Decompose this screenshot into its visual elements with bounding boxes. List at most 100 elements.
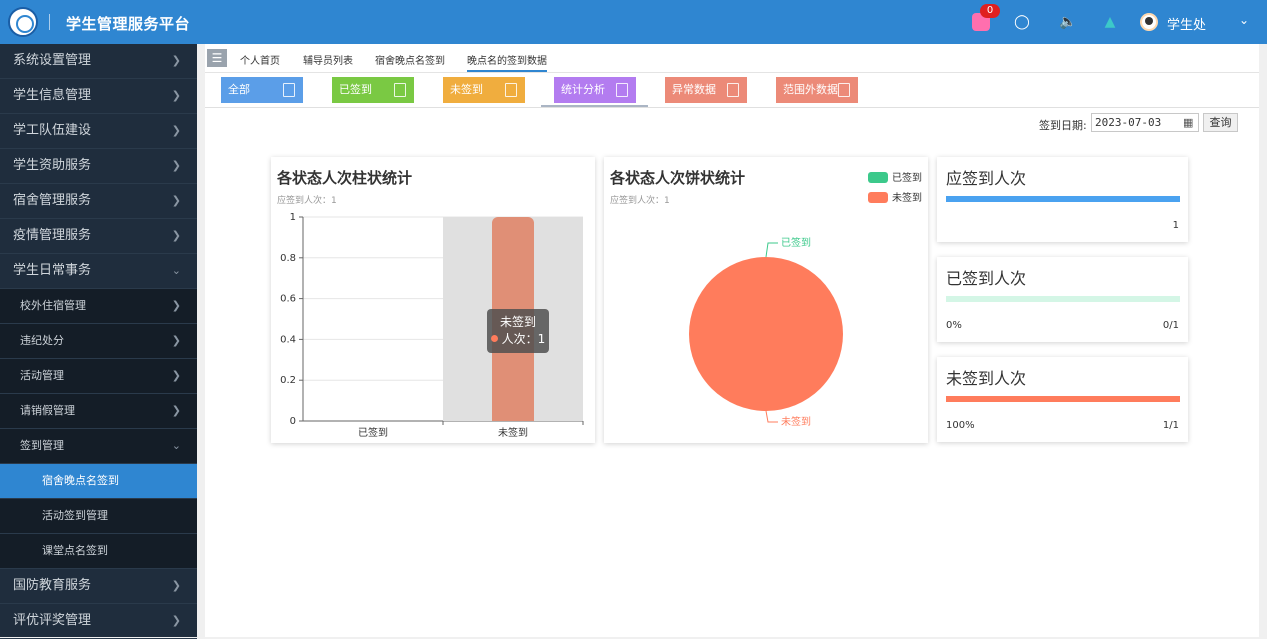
stat-title: 应签到人次 <box>946 169 1027 188</box>
chevron-right-icon: ❯ <box>171 369 181 382</box>
legend-item-unsigned[interactable]: 未签到 <box>868 189 922 204</box>
user-name[interactable]: 学生处 <box>1167 18 1207 33</box>
filter-statistics-button[interactable]: 统计分析 <box>554 77 636 103</box>
legend-label: 已签到 <box>892 173 922 184</box>
sidebar-item-discipline[interactable]: 违纪处分 ❯ <box>0 324 197 359</box>
sidebar-item-activity-checkin[interactable]: 活动签到管理 <box>0 499 197 534</box>
layers-icon <box>727 83 739 97</box>
sidebar-item-label: 国防教育服务 <box>13 578 92 593</box>
stat-card-signed: 已签到人次 0% 0/1 <box>937 257 1188 342</box>
sidebar-item-label: 学生日常事务 <box>13 263 92 278</box>
sidebar-item-label: 学工队伍建设 <box>13 123 92 138</box>
pie-chart-title: 各状态人次饼状统计 <box>610 169 746 187</box>
stat-percent: 100% <box>946 420 975 431</box>
progress-track <box>946 396 1180 402</box>
stat-card-unsigned: 未签到人次 100% 1/1 <box>937 357 1188 442</box>
sidebar-item-system-settings[interactable]: 系统设置管理 ❯ <box>0 44 197 79</box>
tab-counselor-list[interactable]: 辅导员列表 <box>303 56 353 67</box>
document-icon <box>283 83 295 97</box>
sound-icon[interactable]: 🔈 <box>1059 14 1077 30</box>
chevron-right-icon: ❯ <box>171 579 181 592</box>
sidebar-item-label: 学生资助服务 <box>13 158 92 173</box>
sidebar-item-label: 评优评奖管理 <box>13 613 92 628</box>
filter-all-button[interactable]: 全部 <box>221 77 303 103</box>
sidebar-item-label: 疫情管理服务 <box>13 228 92 243</box>
sidebar-item-offcampus-housing[interactable]: 校外住宿管理 ❯ <box>0 289 197 324</box>
chevron-right-icon: ❯ <box>171 299 181 312</box>
chevron-right-icon: ❯ <box>171 194 181 207</box>
file-icon <box>394 83 406 97</box>
legend-swatch <box>868 172 888 183</box>
query-button[interactable]: 查询 <box>1203 113 1238 132</box>
menu-toggle-icon[interactable]: ☰ <box>207 49 227 67</box>
sidebar-item-label: 系统设置管理 <box>13 53 92 68</box>
chevron-right-icon: ❯ <box>171 159 181 172</box>
bar-chart: 0 0.2 0.4 0.6 0.8 1 已签到 未签到 <box>280 212 584 439</box>
app-title: 学生管理服务平台 <box>66 15 191 33</box>
chevron-right-icon: ❯ <box>171 229 181 242</box>
chat-icon[interactable]: ◯ <box>1014 14 1030 30</box>
sidebar-item-label: 请销假管理 <box>20 404 75 417</box>
tab-rollcall-data[interactable]: 晚点名的签到数据 <box>467 52 547 72</box>
stat-value: 0/1 <box>1162 320 1179 331</box>
top-bar: 学生管理服务平台 0 ◯ 🔈 ▲ 学生处 ⌄ <box>0 0 1267 44</box>
pie-chart-card: 各状态人次饼状统计 应签到人次：1 已签到 未签到 已签到 未签到 <box>604 157 928 443</box>
stat-card-expected: 应签到人次 1 <box>937 157 1188 242</box>
chevron-right-icon: ❯ <box>171 404 181 417</box>
sidebar-item-staff[interactable]: 学工队伍建设 ❯ <box>0 114 197 149</box>
stat-title: 已签到人次 <box>946 269 1027 288</box>
date-input[interactable]: 2023-07-03 <box>1091 113 1199 132</box>
stat-title: 未签到人次 <box>946 369 1027 388</box>
avatar-icon[interactable] <box>1140 13 1158 31</box>
legend-swatch <box>868 192 888 203</box>
sidebar-item-dorm-rollcall[interactable]: 宿舍晚点名签到 <box>0 464 197 499</box>
sidebar-item-leave[interactable]: 请销假管理 ❯ <box>0 394 197 429</box>
sidebar-item-financial-aid[interactable]: 学生资助服务 ❯ <box>0 149 197 184</box>
chevron-down-icon: ⌄ <box>171 264 181 277</box>
sidebar-item-label: 签到管理 <box>20 439 64 452</box>
page-tab-bar: ☰ 个人首页 辅导员列表 宿舍晚点名签到 晚点名的签到数据 <box>205 44 1259 73</box>
sidebar-item-defense-education[interactable]: 国防教育服务 ❯ <box>0 569 197 604</box>
bar-chart-title: 各状态人次柱状统计 <box>277 169 413 187</box>
shirt-icon[interactable]: ▲ <box>1104 14 1116 30</box>
bar-chart-subtitle: 应签到人次：1 <box>277 196 337 206</box>
stat-value: 1 <box>1172 220 1179 231</box>
sidebar-item-class-rollcall[interactable]: 课堂点名签到 <box>0 534 197 569</box>
filter-signed-button[interactable]: 已签到 <box>332 77 414 103</box>
sidebar-item-activities[interactable]: 活动管理 ❯ <box>0 359 197 394</box>
progress-fill <box>946 396 1180 402</box>
filter-label: 异常数据 <box>672 83 716 96</box>
table-icon <box>616 83 628 97</box>
notification-badge: 0 <box>980 4 1000 18</box>
y-tick-label: 0.8 <box>280 253 296 264</box>
chevron-down-icon[interactable]: ⌄ <box>1239 13 1250 27</box>
sidebar-item-student-info[interactable]: 学生信息管理 ❯ <box>0 79 197 114</box>
chart-tooltip: 未签到 人次：1 <box>487 309 549 353</box>
tab-dorm-rollcall[interactable]: 宿舍晚点名签到 <box>375 56 445 67</box>
filter-abnormal-button[interactable]: 异常数据 <box>665 77 747 103</box>
progress-fill <box>946 196 1180 202</box>
filter-unsigned-button[interactable]: 未签到 <box>443 77 525 103</box>
sidebar-item-epidemic[interactable]: 疫情管理服务 ❯ <box>0 219 197 254</box>
filter-outofrange-button[interactable]: 范围外数据 <box>776 77 858 103</box>
legend-item-signed[interactable]: 已签到 <box>868 169 922 184</box>
image-icon <box>505 83 517 97</box>
sidebar: 系统设置管理 ❯ 学生信息管理 ❯ 学工队伍建设 ❯ 学生资助服务 ❯ 宿舍管理服务 ❯ … <box>0 44 197 639</box>
sidebar-item-label: 学生信息管理 <box>13 88 92 103</box>
sidebar-item-label: 违纪处分 <box>20 334 64 347</box>
sidebar-item-label: 课堂点名签到 <box>42 544 108 557</box>
sidebar-item-awards[interactable]: 评优评奖管理 ❯ <box>0 604 197 639</box>
sidebar-item-dormitory[interactable]: 宿舍管理服务 ❯ <box>0 184 197 219</box>
sidebar-item-checkin[interactable]: 签到管理 ⌄ <box>0 429 197 464</box>
sidebar-item-label: 活动签到管理 <box>42 509 108 522</box>
pie-label: 已签到 <box>781 236 811 249</box>
progress-track <box>946 196 1180 202</box>
sidebar-item-daily-affairs[interactable]: 学生日常事务 ⌄ <box>0 254 197 289</box>
calendar-icon[interactable]: ▦ <box>1183 116 1194 129</box>
title-divider <box>49 14 50 30</box>
filter-label: 全部 <box>228 83 250 96</box>
tooltip-value: 人次：1 <box>501 332 546 346</box>
bar-base <box>492 413 534 421</box>
tab-home[interactable]: 个人首页 <box>240 56 280 67</box>
